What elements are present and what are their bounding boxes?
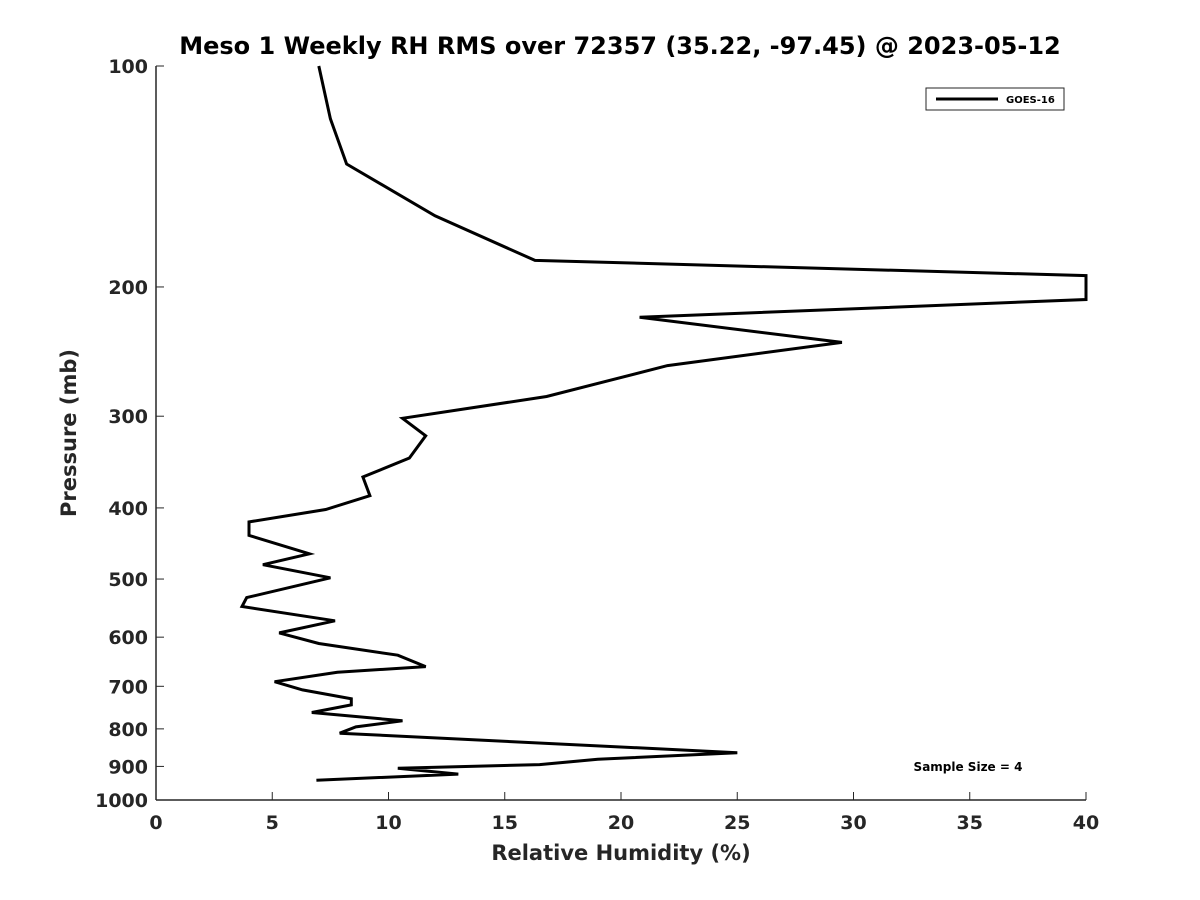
x-ticks: 0 5 10 15 20 25 30 35 40 [149, 792, 1099, 834]
y-tick-label: 900 [108, 756, 148, 778]
series-layer [239, 65, 1088, 782]
y-tick-label: 500 [108, 569, 148, 591]
x-tick-label: 0 [149, 812, 162, 834]
y-tick-label: 700 [108, 676, 148, 698]
x-tick-label: 25 [724, 812, 750, 834]
x-axis-label: Relative Humidity (%) [491, 841, 750, 865]
y-ticks: 100 200 300 400 500 600 700 800 900 1000 [95, 56, 164, 812]
y-tick-label: 600 [108, 627, 148, 649]
y-tick-label: 400 [108, 498, 148, 520]
sample-size-annotation: Sample Size = 4 [914, 760, 1023, 774]
x-tick-label: 10 [375, 812, 401, 834]
series-line-goes-16 [239, 65, 1088, 782]
x-tick-label: 5 [266, 812, 279, 834]
y-tick-label: 800 [108, 719, 148, 741]
x-tick-label: 40 [1073, 812, 1099, 834]
y-axis-label: Pressure (mb) [57, 349, 81, 517]
y-tick-label: 200 [108, 277, 148, 299]
y-tick-label: 100 [108, 56, 148, 78]
x-tick-label: 30 [840, 812, 866, 834]
y-tick-label: 1000 [95, 790, 148, 812]
x-tick-label: 35 [957, 812, 983, 834]
y-tick-label: 300 [108, 406, 148, 428]
x-tick-label: 15 [492, 812, 518, 834]
x-tick-label: 20 [608, 812, 634, 834]
legend: GOES-16 [925, 87, 1065, 111]
chart-title: Meso 1 Weekly RH RMS over 72357 (35.22, … [179, 32, 1061, 60]
legend-label-goes-16: GOES-16 [1006, 95, 1055, 106]
